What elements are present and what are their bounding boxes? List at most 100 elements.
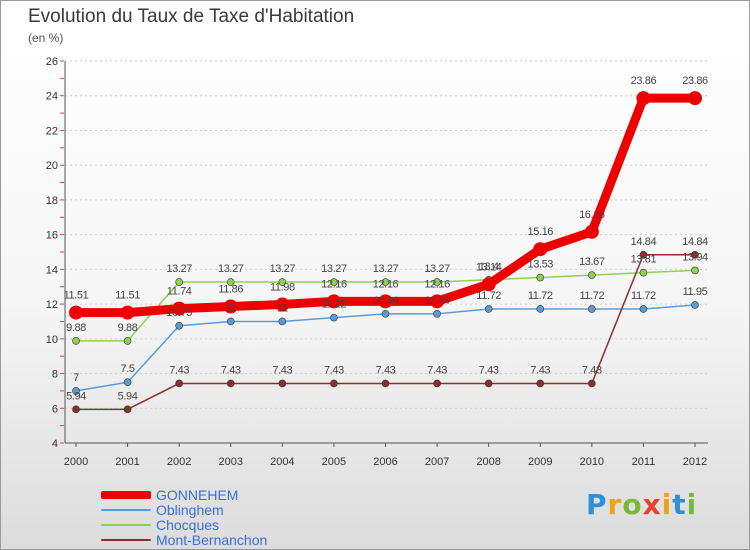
x-tick-label: 2004 xyxy=(270,456,294,468)
data-point xyxy=(381,278,390,286)
proxiti-logo: Proxiti xyxy=(586,488,697,521)
data-point xyxy=(536,379,545,388)
legend-label: Oblinghem xyxy=(156,501,224,518)
data-label: 11.86 xyxy=(218,284,243,296)
data-point xyxy=(278,278,287,286)
data-label: 11.22 xyxy=(322,299,347,311)
data-point xyxy=(175,379,183,388)
data-point xyxy=(72,387,80,395)
data-label: 7.43 xyxy=(376,364,396,376)
data-point xyxy=(588,271,596,279)
data-point xyxy=(639,250,648,259)
data-label: 11.72 xyxy=(528,290,553,302)
data-label: 13.94 xyxy=(682,251,708,263)
data-point xyxy=(484,379,493,388)
y-tick-label: 14 xyxy=(46,264,58,276)
data-label: 9.88 xyxy=(118,322,138,334)
data-label: 13.27 xyxy=(166,263,192,275)
data-point xyxy=(226,317,235,326)
legend-item: GONNEHEM xyxy=(101,486,267,503)
x-tick-label: 2003 xyxy=(219,456,243,468)
data-point xyxy=(691,266,699,275)
data-point xyxy=(120,305,135,320)
x-tick-label: 2007 xyxy=(425,456,449,468)
data-point xyxy=(588,379,596,388)
data-label: 7.43 xyxy=(582,364,602,376)
logo-letter: i xyxy=(661,488,673,521)
x-tick-label: 2000 xyxy=(64,456,88,468)
data-label: 7.43 xyxy=(324,364,344,376)
x-tick-label: 2006 xyxy=(373,456,397,468)
data-point xyxy=(533,242,548,257)
x-tick-label: 2009 xyxy=(528,456,552,468)
data-point xyxy=(536,273,545,282)
logo-letter: r xyxy=(607,488,623,521)
data-label: 11.51 xyxy=(64,290,89,302)
data-point xyxy=(330,313,338,322)
x-tick-label: 2001 xyxy=(115,456,139,468)
logo-letter: x xyxy=(642,488,662,521)
data-label: 11.72 xyxy=(579,290,604,302)
data-point xyxy=(691,250,699,259)
x-tick-label: 2008 xyxy=(476,456,500,468)
data-label: 11.72 xyxy=(631,290,656,302)
y-tick-label: 6 xyxy=(52,403,58,415)
data-label: 11.51 xyxy=(115,290,140,302)
x-tick-label: 2002 xyxy=(167,456,191,468)
y-tick-label: 12 xyxy=(46,299,58,311)
data-label: 13.14 xyxy=(476,261,502,273)
data-point xyxy=(639,268,648,277)
data-point xyxy=(588,305,596,313)
data-point xyxy=(330,379,338,388)
data-point xyxy=(381,379,390,388)
data-point xyxy=(278,317,287,326)
data-label: 14.84 xyxy=(682,236,708,248)
legend-swatch xyxy=(101,490,151,499)
y-tick-label: 22 xyxy=(46,125,58,137)
data-label: 11.98 xyxy=(270,281,295,293)
data-point xyxy=(226,379,235,388)
legend-swatch xyxy=(101,538,151,541)
data-point xyxy=(584,224,599,239)
data-point xyxy=(484,305,493,313)
data-label: 7.43 xyxy=(427,364,447,376)
data-label: 5.94 xyxy=(118,390,138,402)
x-tick-label: 2010 xyxy=(580,456,604,468)
y-tick-label: 24 xyxy=(46,91,58,103)
logo-letter: o xyxy=(622,488,643,521)
data-label: 7.43 xyxy=(272,364,292,376)
data-point xyxy=(639,305,648,313)
legend-item: Mont-Bernanchon xyxy=(101,532,267,548)
data-point xyxy=(123,337,132,345)
data-point xyxy=(123,378,132,387)
data-label: 13.27 xyxy=(373,263,399,275)
data-point xyxy=(226,278,235,286)
data-point xyxy=(433,379,441,388)
x-tick-label: 2012 xyxy=(683,456,707,468)
data-label: 9.88 xyxy=(66,322,86,334)
data-label: 13.67 xyxy=(579,256,605,268)
data-point xyxy=(175,321,183,330)
data-point xyxy=(278,379,287,388)
data-point xyxy=(223,299,238,314)
data-point xyxy=(536,305,545,313)
data-point xyxy=(72,405,80,414)
data-label: 13.27 xyxy=(270,263,296,275)
y-tick-label: 8 xyxy=(52,369,58,381)
data-point xyxy=(433,278,441,286)
data-label: 11.44 xyxy=(373,295,398,307)
data-label: 14.84 xyxy=(631,236,657,248)
data-label: 13.81 xyxy=(631,254,657,266)
data-label: 13.27 xyxy=(218,263,244,275)
data-label: 7.43 xyxy=(479,364,499,376)
data-label: 13.53 xyxy=(527,259,553,271)
legend-swatch xyxy=(101,523,151,526)
y-tick-label: 18 xyxy=(46,195,58,207)
data-label: 7.43 xyxy=(169,364,189,376)
legend-label: GONNEHEM xyxy=(156,486,239,503)
y-tick-label: 20 xyxy=(46,160,58,172)
legend-swatch xyxy=(101,508,151,511)
y-tick-label: 10 xyxy=(46,334,58,346)
x-tick-label: 2005 xyxy=(322,456,346,468)
